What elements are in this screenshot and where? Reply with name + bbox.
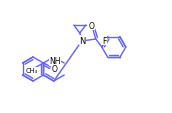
Text: NH: NH (49, 57, 61, 66)
Text: CH₃: CH₃ (25, 67, 37, 73)
Text: F: F (103, 37, 107, 46)
Text: O: O (89, 22, 95, 31)
Text: N: N (80, 36, 86, 45)
Text: O: O (51, 65, 57, 74)
